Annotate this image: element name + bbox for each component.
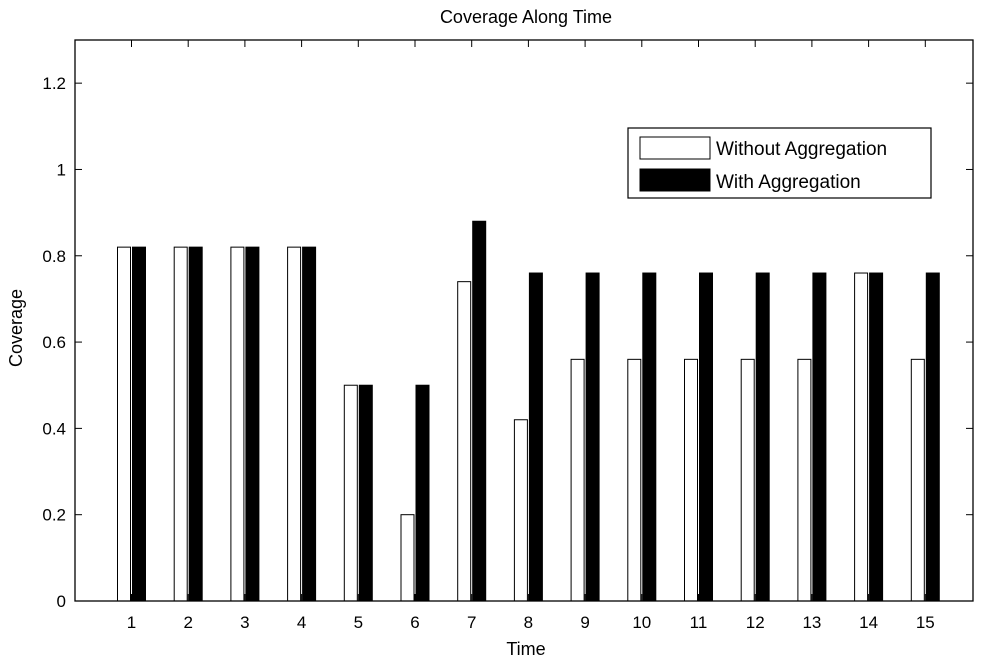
legend-swatch-without-aggregation (639, 136, 711, 160)
x-tick-label: 8 (524, 613, 533, 632)
bar-with-aggregation-13 (812, 272, 827, 602)
y-tick-label: 1 (57, 160, 66, 179)
x-ticks-group: 1 2 3 4 5 6 7 8 9 10 11 12 13 14 15 (127, 40, 935, 632)
x-tick-label: 14 (859, 613, 878, 632)
y-tick-label: 0.2 (42, 506, 66, 525)
x-tick-label: 12 (746, 613, 765, 632)
x-tick-label: 10 (632, 613, 651, 632)
bar-with-aggregation-8 (528, 272, 543, 602)
bar-with-aggregation-10 (642, 272, 657, 602)
legend-label-with-aggregation: With Aggregation (716, 172, 861, 193)
x-tick-label: 3 (240, 613, 249, 632)
bar-without-aggregation-6 (400, 514, 415, 602)
bar-without-aggregation-2 (173, 246, 188, 602)
plot-area-frame (74, 39, 974, 602)
bar-with-aggregation-14 (869, 272, 884, 602)
x-tick-label: 2 (183, 613, 192, 632)
y-tick-label: 0.4 (42, 419, 66, 438)
bar-without-aggregation-8 (513, 419, 528, 602)
bar-with-aggregation-4 (302, 246, 317, 602)
bar-with-aggregation-7 (472, 220, 487, 602)
y-tick-label: 0 (57, 592, 66, 611)
x-tick-label: 13 (802, 613, 821, 632)
x-tick-label: 6 (410, 613, 419, 632)
bar-with-aggregation-6 (415, 384, 430, 602)
bar-without-aggregation-15 (910, 358, 925, 602)
x-tick-label: 15 (916, 613, 935, 632)
bar-without-aggregation-3 (230, 246, 245, 602)
bar-without-aggregation-14 (854, 272, 869, 602)
bar-with-aggregation-5 (358, 384, 373, 602)
x-tick-label: 5 (354, 613, 363, 632)
y-tick-label: 1.2 (42, 74, 66, 93)
bar-without-aggregation-13 (797, 358, 812, 602)
chart-title: Coverage Along Time (440, 7, 612, 27)
bar-with-aggregation-1 (132, 246, 146, 602)
y-tick-label: 0.8 (42, 247, 66, 266)
bar-without-aggregation-10 (627, 358, 642, 602)
bar-with-aggregation-2 (188, 246, 203, 602)
y-axis-label: Coverage (6, 289, 26, 367)
bar-without-aggregation-11 (684, 358, 698, 602)
bar-with-aggregation-15 (925, 272, 940, 602)
bar-without-aggregation-1 (117, 246, 131, 602)
legend-label-without-aggregation: Without Aggregation (716, 139, 887, 160)
y-tick-label: 0.6 (42, 333, 66, 352)
x-tick-label: 1 (127, 613, 136, 632)
bar-without-aggregation-5 (343, 384, 358, 602)
bar-with-aggregation-3 (245, 246, 260, 602)
x-tick-label: 11 (690, 613, 708, 632)
bar-without-aggregation-4 (287, 246, 302, 602)
legend-swatch-with-aggregation (639, 168, 711, 192)
bars-group (117, 220, 940, 602)
bar-without-aggregation-9 (570, 358, 585, 602)
bar-without-aggregation-12 (740, 358, 755, 602)
bar-with-aggregation-11 (699, 272, 713, 602)
x-tick-label: 7 (467, 613, 476, 632)
x-tick-label: 4 (297, 613, 306, 632)
x-tick-label: 9 (580, 613, 589, 632)
legend: Without Aggregation With Aggregation (627, 127, 932, 199)
bar-with-aggregation-9 (585, 272, 600, 602)
bar-with-aggregation-12 (755, 272, 770, 602)
y-ticks-group: 0 0.2 0.4 0.6 0.8 1 1.2 (42, 74, 973, 611)
bar-without-aggregation-7 (457, 281, 472, 602)
x-axis-label: Time (506, 639, 545, 659)
